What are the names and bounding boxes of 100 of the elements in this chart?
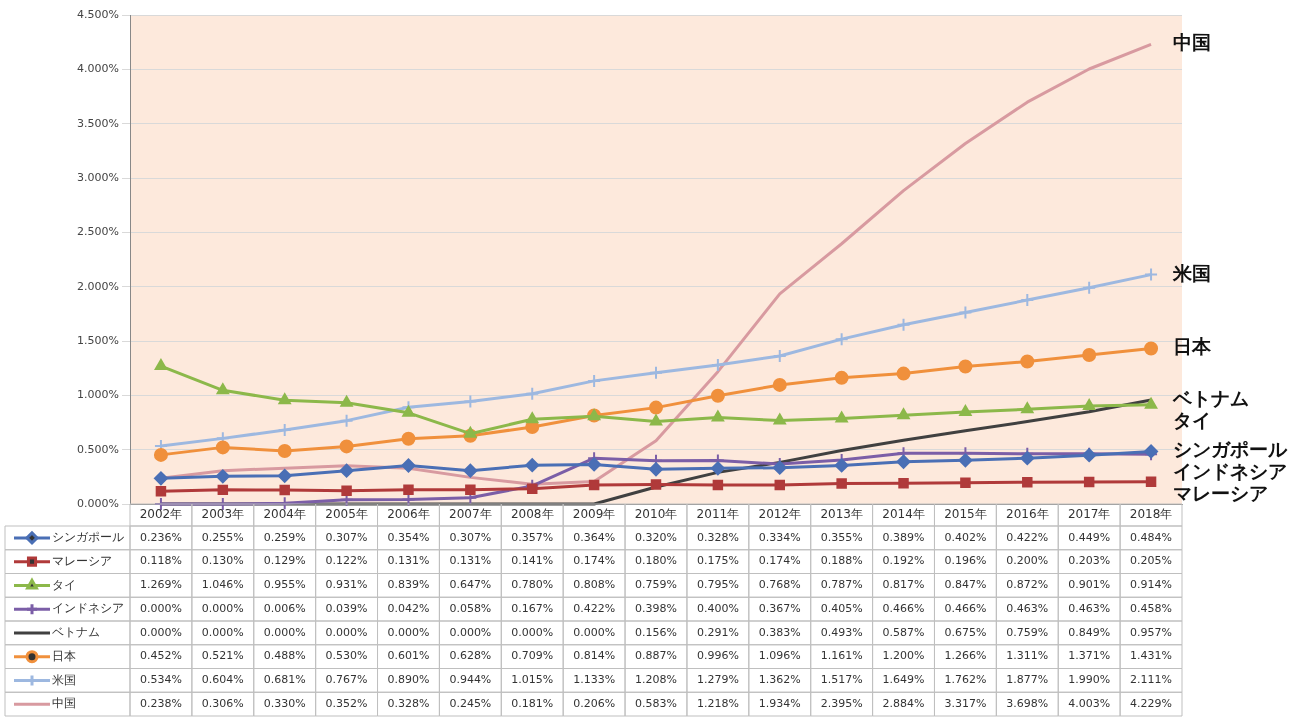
text: ベトナム <box>1173 386 1250 409</box>
data-label: 0.466% <box>944 601 987 615</box>
data-label: 0.367% <box>758 601 801 615</box>
y-tick-label: 3.500% <box>77 116 119 130</box>
y-tick-label: 4.000% <box>77 62 119 76</box>
legend-label: インドネシア <box>52 601 124 616</box>
data-label: 0.808% <box>573 578 616 592</box>
y-tick-label: 4.500% <box>77 7 119 21</box>
data-label: 0.530% <box>325 649 368 663</box>
x-tick-label: 2016年 <box>1006 507 1049 522</box>
x-tick-label: 2005年 <box>325 507 368 522</box>
text: 米国 <box>1173 261 1212 284</box>
data-label: 0.175% <box>696 554 739 568</box>
data-label: 0.400% <box>696 601 739 615</box>
data-label: 0.587% <box>882 625 925 639</box>
data-label: 0.914% <box>1130 578 1173 592</box>
data-label: 0.000% <box>511 625 554 639</box>
data-label: 0.130% <box>201 554 244 568</box>
data-label: 1.269% <box>139 578 182 592</box>
data-label: 2.111% <box>1130 673 1173 687</box>
data-label: 0.601% <box>387 649 430 663</box>
data-label: 0.839% <box>387 578 430 592</box>
data-label: 1.371% <box>1068 649 1111 663</box>
data-label: 0.521% <box>201 649 244 663</box>
data-label: 0.131% <box>449 554 492 568</box>
data-label: 0.814% <box>573 649 616 663</box>
data-label: 0.449% <box>1068 530 1111 544</box>
data-label: 0.245% <box>449 696 492 710</box>
data-label: 0.944% <box>449 673 492 687</box>
data-label: 1.649% <box>882 673 925 687</box>
legend-label: ベトナム <box>52 625 100 639</box>
data-label: 0.000% <box>449 625 492 639</box>
data-label: 4.003% <box>1068 696 1111 710</box>
x-tick-label: 2012年 <box>758 507 802 522</box>
data-label: 0.996% <box>696 649 739 663</box>
data-label: 1.208% <box>635 673 677 687</box>
data-label: 0.817% <box>882 578 925 592</box>
text: タイ <box>1173 408 1212 431</box>
data-label: 0.306% <box>201 696 244 710</box>
data-label: 0.759% <box>1006 625 1049 639</box>
data-label: 0.709% <box>511 649 554 663</box>
data-label: 0.484% <box>1130 530 1173 544</box>
data-label: 1.311% <box>1006 649 1049 663</box>
text: インドネシア <box>1173 460 1288 483</box>
data-label: 0.330% <box>263 696 306 710</box>
data-label: 1.877% <box>1006 673 1049 687</box>
x-tick-label: 2011年 <box>696 507 740 522</box>
data-label: 0.307% <box>449 530 492 544</box>
x-tick-label: 2008年 <box>510 507 554 522</box>
data-label: 0.890% <box>387 673 430 687</box>
data-label: 0.405% <box>820 601 863 615</box>
data-label: 1.015% <box>511 673 554 687</box>
data-label: 0.196% <box>944 554 987 568</box>
data-label: 1.200% <box>882 649 925 663</box>
data-label: 0.872% <box>1006 578 1049 592</box>
text: 日本 <box>1173 335 1212 358</box>
data-label: 0.167% <box>511 601 554 615</box>
data-label: 0.000% <box>201 601 244 615</box>
data-label: 0.291% <box>696 625 739 639</box>
data-label: 0.383% <box>758 625 801 639</box>
data-label: 0.957% <box>1130 625 1173 639</box>
text: シンガポール <box>1173 438 1288 461</box>
legend-label: 中国 <box>52 696 76 711</box>
x-tick-label: 2007年 <box>449 507 492 522</box>
data-label: 0.180% <box>635 554 677 568</box>
data-label: 0.328% <box>696 530 739 544</box>
y-tick-label: 1.500% <box>77 333 119 347</box>
data-label: 0.000% <box>139 625 182 639</box>
data-label: 0.357% <box>511 530 554 544</box>
data-label: 0.583% <box>635 696 677 710</box>
data-label: 0.901% <box>1068 578 1111 592</box>
y-tick-label: 0.500% <box>77 442 119 456</box>
x-tick-label: 2015年 <box>944 507 987 522</box>
legend-label: シンガポール <box>52 530 124 544</box>
data-label: 0.398% <box>635 601 677 615</box>
data-label: 0.129% <box>263 554 306 568</box>
x-tick-label: 2014年 <box>882 507 925 522</box>
x-tick-label: 2010年 <box>634 507 678 522</box>
data-label: 0.131% <box>387 554 430 568</box>
y-tick-label: 3.000% <box>77 170 119 184</box>
data-label: 0.000% <box>139 601 182 615</box>
x-tick-label: 2017年 <box>1067 507 1111 522</box>
data-label: 1.161% <box>820 649 863 663</box>
x-tick-label: 2002年 <box>139 507 183 522</box>
data-label: 0.156% <box>635 625 677 639</box>
x-tick-label: 2003年 <box>201 507 245 522</box>
data-label: 0.389% <box>882 530 925 544</box>
data-label: 0.422% <box>573 601 616 615</box>
data-label: 0.887% <box>635 649 677 663</box>
data-label: 0.203% <box>1068 554 1111 568</box>
data-label: 0.000% <box>263 625 306 639</box>
data-label: 0.236% <box>139 530 182 544</box>
data-label: 1.431% <box>1130 649 1173 663</box>
data-label: 0.458% <box>1130 601 1173 615</box>
x-tick-label: 2013年 <box>820 507 863 522</box>
data-label: 0.255% <box>201 530 244 544</box>
x-tick-label: 2004年 <box>263 507 306 522</box>
x-tick-label: 2006年 <box>387 507 430 522</box>
data-label: 0.364% <box>573 530 616 544</box>
data-label: 0.141% <box>511 554 554 568</box>
